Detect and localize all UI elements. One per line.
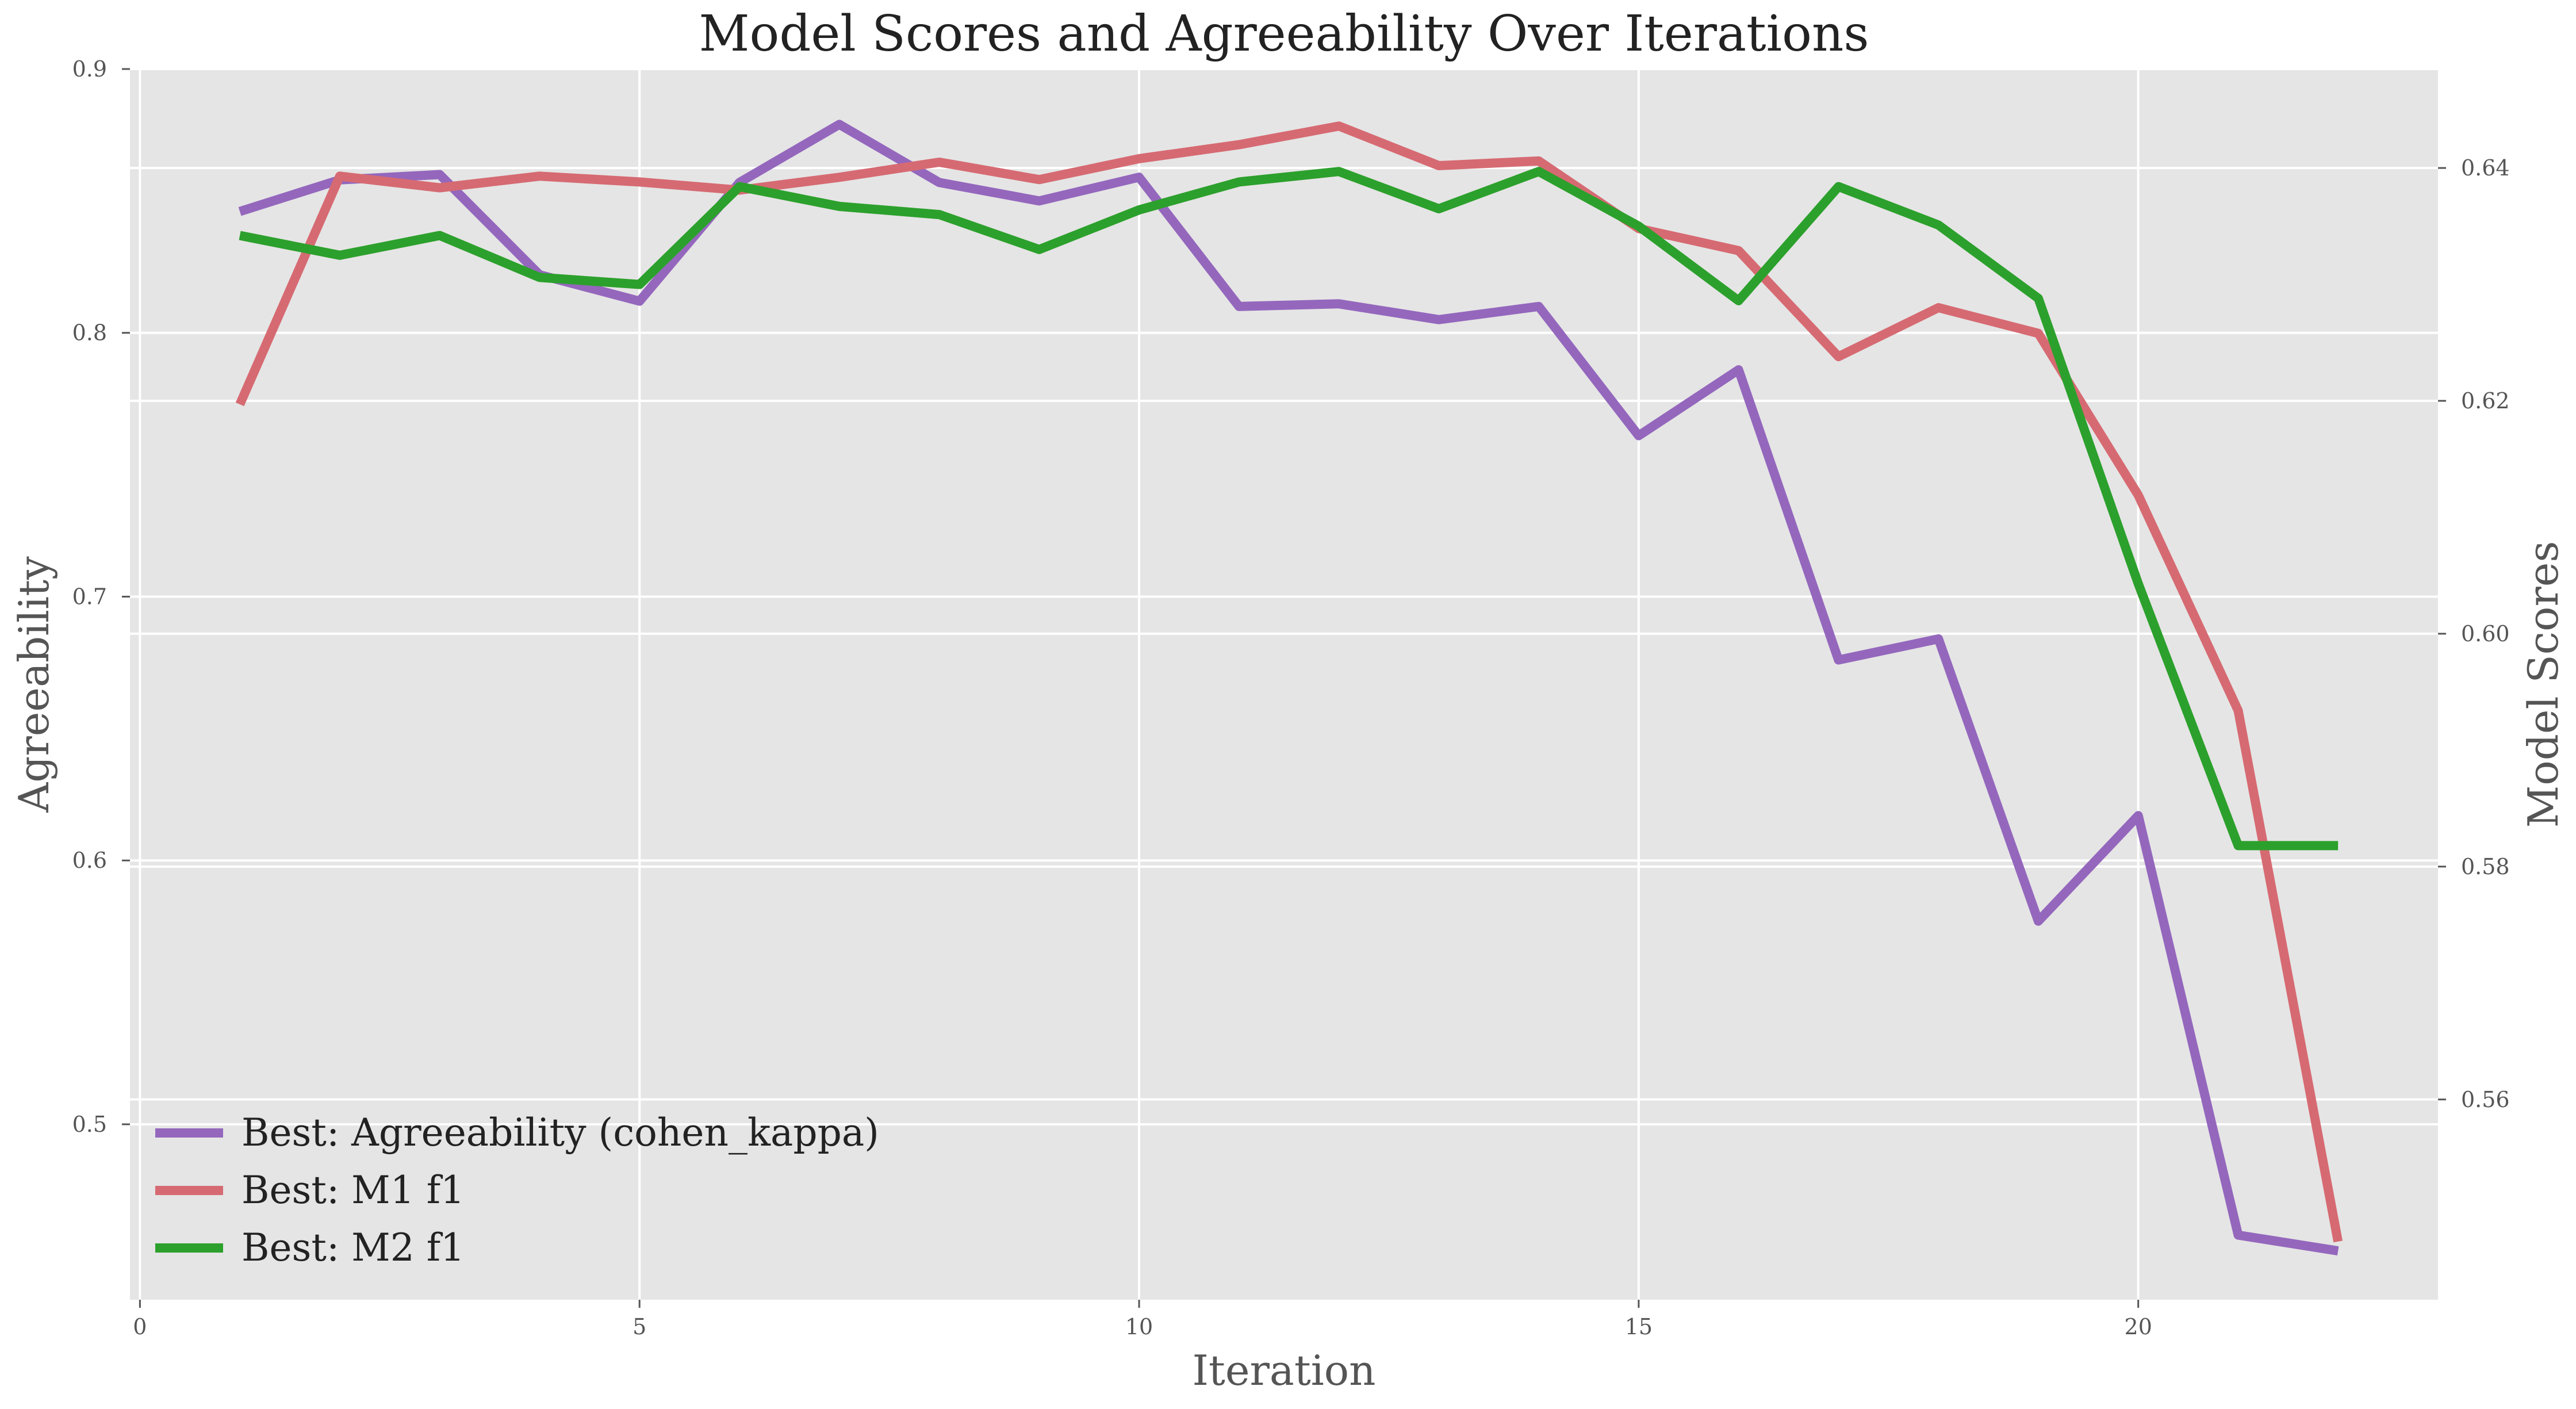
x-tick-label: 15	[1625, 1314, 1653, 1339]
plot-background	[130, 69, 2438, 1300]
series-lines	[235, 120, 2343, 1256]
x-tick-label: 0	[133, 1314, 147, 1339]
x-tick-label: 5	[632, 1314, 646, 1339]
x-axis-title: Iteration	[1192, 1346, 1375, 1395]
y-tick-label: 0.5	[72, 1112, 107, 1137]
y2-tick-label: 0.60	[2461, 621, 2510, 646]
series-line-3	[239, 167, 2339, 851]
y2-axis-title: Model Scores	[2519, 541, 2567, 828]
series-line-2	[235, 121, 2343, 1243]
series-line-1	[238, 120, 2339, 1256]
legend-label: Best: M2 f1	[241, 1226, 465, 1270]
legend: Best: Agreeability (cohen_kappa) Best: M1…	[155, 1111, 879, 1270]
y-tick-label: 0.8	[72, 320, 107, 346]
legend-label: Best: M1 f1	[241, 1168, 465, 1212]
x-tick-label: 10	[1125, 1314, 1153, 1339]
y2-tick-label: 0.56	[2461, 1087, 2510, 1112]
chart-title: Model Scores and Agreeability Over Itera…	[699, 5, 1869, 63]
y2-tick-label: 0.58	[2461, 854, 2510, 879]
legend-label: Best: Agreeability (cohen_kappa)	[241, 1111, 879, 1155]
y-tick-label: 0.6	[72, 848, 107, 873]
x-tick-label: 20	[2125, 1314, 2152, 1339]
y2-tick-label: 0.62	[2461, 388, 2510, 413]
y-tick-label: 0.7	[72, 584, 107, 609]
grid-lines	[130, 68, 2438, 1300]
y-axis-title: Agreeability	[10, 556, 58, 813]
y2-tick-label: 0.64	[2461, 155, 2510, 181]
axes: 0 5 10 15 20 0.5 0.6 0.7 0.8 0.9 0.56 0.58 0.60 0.62 0…	[72, 56, 2510, 1339]
y-tick-label: 0.9	[72, 56, 107, 82]
